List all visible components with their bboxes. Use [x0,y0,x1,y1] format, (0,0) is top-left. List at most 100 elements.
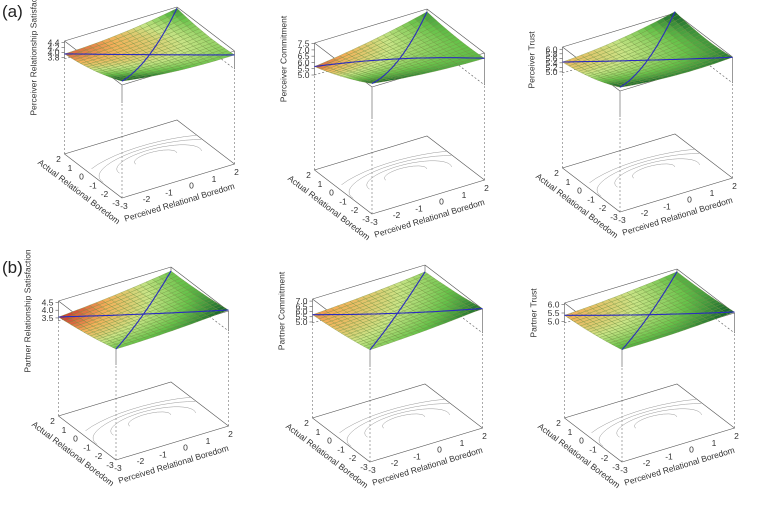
contour-line [346,403,450,447]
x-tick-label: -2 [643,458,651,468]
contour-line [85,397,191,432]
z-tick-label: 4.2 [48,42,60,52]
z-tick-label: 5.0 [548,316,560,326]
y-tick-label: -2 [351,205,359,215]
y-tick-label: 2 [50,416,55,426]
contour-line [384,165,428,181]
box-edge [562,12,676,48]
z-axis: 5.05.25.45.65.86.0 Perceiver Trust [527,31,563,89]
floor-plane [563,383,736,463]
z-axis-label: Partner Trust [529,288,539,338]
contour-line [598,403,702,447]
y-tick-label: -1 [339,196,347,206]
panel-label-b: (b) [2,258,23,277]
box-edge [312,264,426,300]
floor-contours [63,59,236,199]
y-tick-label: 1 [316,427,321,437]
box-edge [64,6,178,42]
x-tick-label: -1 [665,451,673,461]
y-tick-label: 1 [566,177,571,187]
z-tick-label: 5.5 [548,308,560,318]
contour-line [596,153,700,197]
x-axis-label: Perceived Relational Boredom [371,445,484,488]
y-tick-label: -3 [106,460,114,470]
x-tick-label: 2 [732,181,737,191]
x-tick-label: -1 [165,187,173,197]
y-tick-label: 0 [579,436,584,446]
x-tick-label: -3 [370,217,378,227]
x-tick-label: -3 [620,465,628,475]
contour-line [339,399,445,434]
floor-contours [311,323,484,463]
box-edge [314,8,428,44]
box-edge [424,264,483,310]
z-tick-label: 5.0 [296,317,308,327]
x-tick-label: 1 [710,188,715,198]
z-axis: 5.05.56.06.57.0 Partner Commitment [277,271,313,350]
z-tick-label: 5.0 [298,70,310,80]
contour-line [91,135,197,170]
x-tick-label: 2 [228,429,233,439]
x-tick-label: -2 [137,456,145,466]
x-tick-label: -1 [159,449,167,459]
response-surface [314,11,485,84]
contour-line [116,144,202,174]
box-edge [176,6,235,52]
z-tick-label: 5.8 [546,49,558,59]
surface-plot-6: 5.05.56.0 Partner Trust -3 -2 -1 0 1 2 Perceived… [529,268,739,490]
x-tick-label: -1 [413,451,421,461]
contour-line [616,408,702,438]
y-tick-label: 2 [304,418,309,428]
contour-line [591,399,697,434]
floor-plane [313,135,486,215]
z-axis: 3.54.04.5 Partner Relationship Satisfacti… [23,249,59,373]
z-tick-label: 4.5 [42,298,54,308]
box-edge [564,268,678,304]
x-axis-label: Perceived Relational Boredom [623,445,736,488]
x-axis: -3 -2 -1 0 1 2 Perceived Relational Boredom [618,181,737,238]
z-tick-label: 6.0 [546,44,558,54]
x-tick-label: -2 [641,208,649,218]
z-tick-label: 3.8 [48,53,60,63]
z-axis: 5.05.56.0 Partner Trust [529,288,565,338]
x-tick-label: 2 [482,431,487,441]
x-axis-label: Perceived Relational Boredom [621,195,734,238]
box-edge [676,268,735,314]
x-tick-label: -2 [393,210,401,220]
x-axis-label: Perceived Relational Boredom [373,197,486,240]
surface-plot-4: 3.54.04.5 Partner Relationship Satisfacti… [23,249,234,488]
x-tick-label: 0 [189,181,194,191]
x-tick-label: -1 [663,201,671,211]
x-axis: -3 -2 -1 0 1 2 Perceived Relational Boredom [368,431,487,488]
y-tick-label: 1 [68,163,73,173]
x-tick-label: 1 [462,190,467,200]
contour-line [110,406,196,436]
z-axis-label: Perceiver Relationship Satisfaction [29,0,39,116]
x-tick-label: -3 [368,465,376,475]
y-tick-label: 0 [329,188,334,198]
response-surface [64,8,235,82]
y-tick-label: -2 [101,189,109,199]
panel-label-a: (a) [2,2,23,21]
y-axis-label: Actual Relational Boredom [536,421,622,490]
x-tick-label: 0 [689,445,694,455]
x-tick-label: 2 [234,167,239,177]
z-axis-label: Partner Relationship Satisfaction [23,249,33,373]
line-of-incongruence [314,57,485,68]
y-tick-label: -1 [89,180,97,190]
z-tick-label: 7.5 [298,39,310,49]
surface-plot-1: 3.84.04.24.4 Perceiver Relationship Satis… [29,0,240,226]
x-tick-label: 0 [437,445,442,455]
z-tick-label: 6.0 [548,300,560,310]
x-tick-label: 2 [734,431,739,441]
x-tick-label: -3 [120,201,128,211]
z-tick-label: 4.4 [48,37,60,47]
z-tick-label: 6.0 [296,307,308,317]
y-tick-label: 2 [556,418,561,428]
x-tick-label: -3 [618,215,626,225]
x-tick-label: 1 [712,438,717,448]
contour-line [341,151,447,186]
y-tick-label: -1 [337,444,345,454]
